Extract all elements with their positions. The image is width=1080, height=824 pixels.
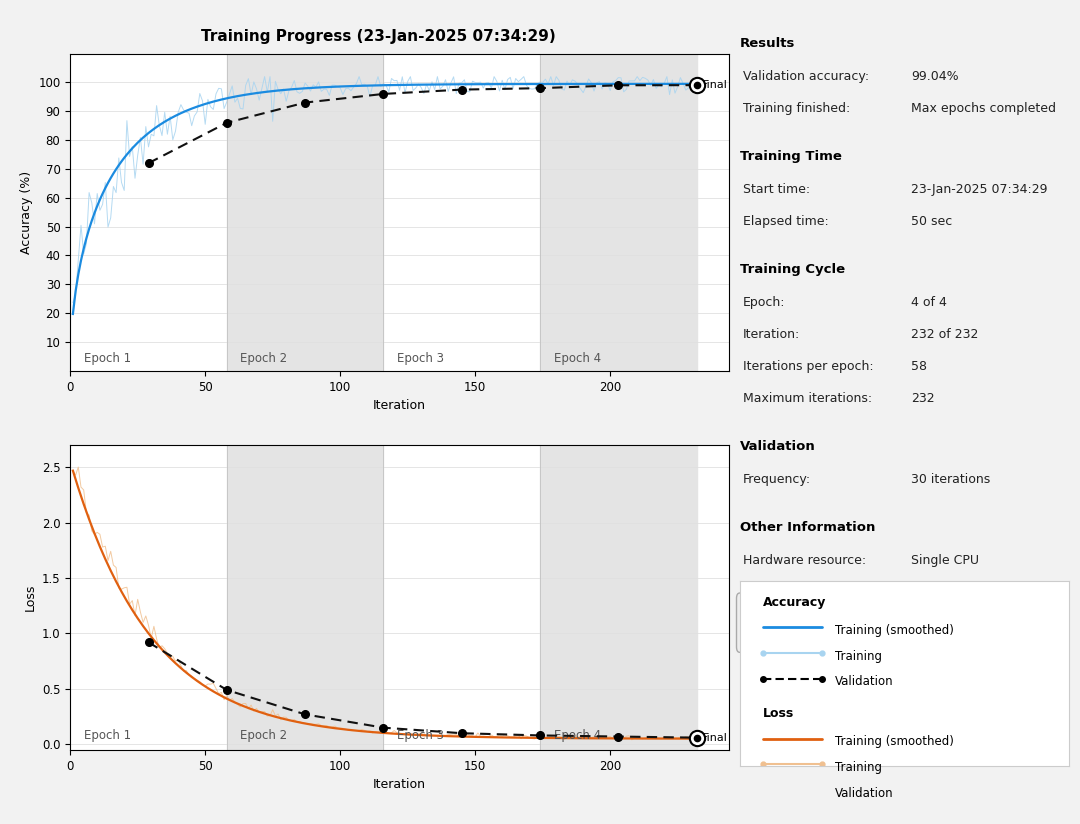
Text: 232: 232 (912, 391, 934, 405)
Text: Epoch 3: Epoch 3 (397, 352, 444, 365)
Text: Epoch 2: Epoch 2 (241, 352, 287, 365)
Text: Training Time: Training Time (740, 150, 841, 163)
Text: Learning rate schedule:: Learning rate schedule: (743, 586, 891, 599)
Text: Training: Training (835, 761, 882, 774)
Text: Maximum iterations:: Maximum iterations: (743, 391, 873, 405)
Text: 0.01: 0.01 (912, 617, 939, 630)
Text: Training Cycle: Training Cycle (740, 263, 845, 276)
Bar (540, 445, 697, 750)
Bar (227, 445, 383, 750)
X-axis label: Iteration: Iteration (373, 778, 427, 791)
Text: Validation accuracy:: Validation accuracy: (743, 70, 869, 83)
Text: Training (smoothed): Training (smoothed) (835, 735, 955, 748)
Text: Constant: Constant (912, 586, 968, 599)
X-axis label: Iteration: Iteration (373, 399, 427, 412)
Text: 99.04%: 99.04% (912, 70, 959, 83)
Text: Epoch 3: Epoch 3 (397, 729, 444, 742)
Text: 23-Jan-2025 07:34:29: 23-Jan-2025 07:34:29 (912, 183, 1048, 196)
Text: Iteration:: Iteration: (743, 328, 800, 341)
Text: 🖼 Export as Image: 🖼 Export as Image (771, 618, 873, 628)
Text: Learning rate:: Learning rate: (743, 617, 832, 630)
Text: Single CPU: Single CPU (912, 554, 980, 567)
Text: Training (smoothed): Training (smoothed) (835, 624, 955, 637)
Text: Loss: Loss (762, 707, 794, 720)
Text: Training Progress (23-Jan-2025 07:34:29): Training Progress (23-Jan-2025 07:34:29) (201, 29, 555, 44)
Text: Epoch 4: Epoch 4 (554, 352, 600, 365)
Text: 4 of 4: 4 of 4 (912, 296, 947, 309)
Text: Accuracy: Accuracy (762, 596, 826, 609)
Text: Epoch 1: Epoch 1 (84, 729, 131, 742)
FancyBboxPatch shape (737, 593, 908, 653)
Text: Start time:: Start time: (743, 183, 810, 196)
Text: Hardware resource:: Hardware resource: (743, 554, 866, 567)
Text: Epoch 1: Epoch 1 (84, 352, 131, 365)
Text: Max epochs completed: Max epochs completed (912, 102, 1056, 115)
Text: Iterations per epoch:: Iterations per epoch: (743, 360, 874, 372)
Text: Other Information: Other Information (740, 521, 875, 534)
Text: Results: Results (740, 37, 795, 50)
Text: Frequency:: Frequency: (743, 473, 811, 485)
Y-axis label: Loss: Loss (24, 583, 37, 611)
Text: 50 sec: 50 sec (912, 215, 953, 228)
Text: Validation: Validation (740, 440, 815, 452)
Text: 232 of 232: 232 of 232 (912, 328, 978, 341)
Text: 30 iterations: 30 iterations (912, 473, 990, 485)
Text: Final: Final (702, 80, 728, 90)
Bar (227, 54, 383, 371)
Text: Final: Final (702, 733, 728, 742)
Text: 58: 58 (912, 360, 927, 372)
Text: Elapsed time:: Elapsed time: (743, 215, 828, 228)
Text: Epoch 2: Epoch 2 (241, 729, 287, 742)
Text: Epoch 4: Epoch 4 (554, 729, 600, 742)
Text: Training finished:: Training finished: (743, 102, 850, 115)
Text: Epoch:: Epoch: (743, 296, 785, 309)
Bar (540, 54, 697, 371)
Text: Validation: Validation (835, 676, 894, 689)
Text: Training: Training (835, 649, 882, 662)
Y-axis label: Accuracy (%): Accuracy (%) (19, 171, 32, 254)
Text: Validation: Validation (835, 787, 894, 800)
Text: ⓘ Learn more: ⓘ Learn more (937, 616, 1016, 630)
